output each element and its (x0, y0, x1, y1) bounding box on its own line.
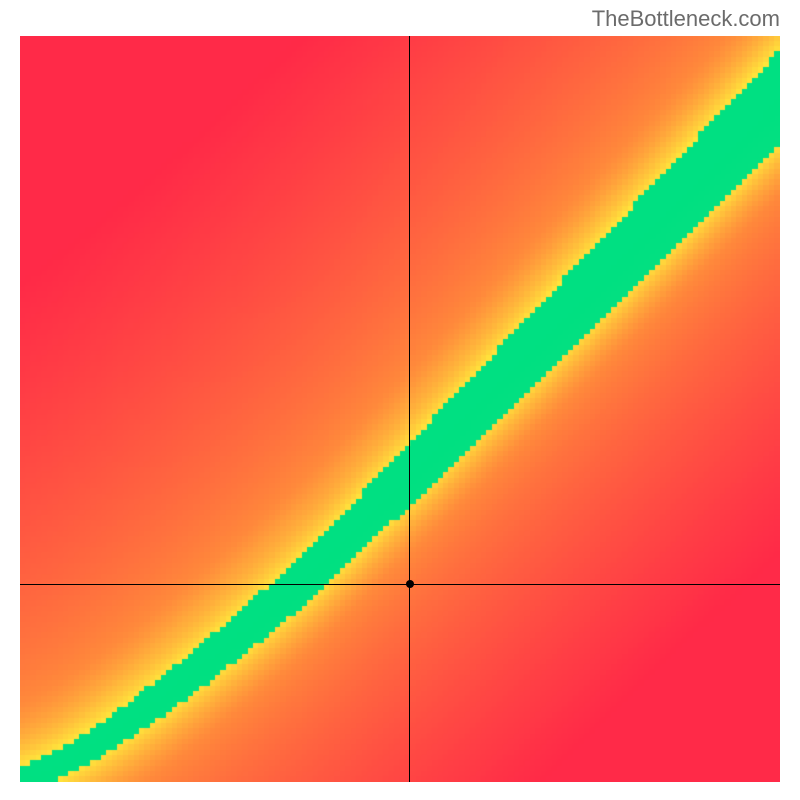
heatmap-chart (20, 36, 780, 782)
crosshair-dot (406, 580, 414, 588)
heatmap-canvas (20, 36, 780, 782)
crosshair-vertical (409, 36, 410, 782)
crosshair-horizontal (20, 584, 780, 585)
watermark-text: TheBottleneck.com (592, 6, 780, 32)
